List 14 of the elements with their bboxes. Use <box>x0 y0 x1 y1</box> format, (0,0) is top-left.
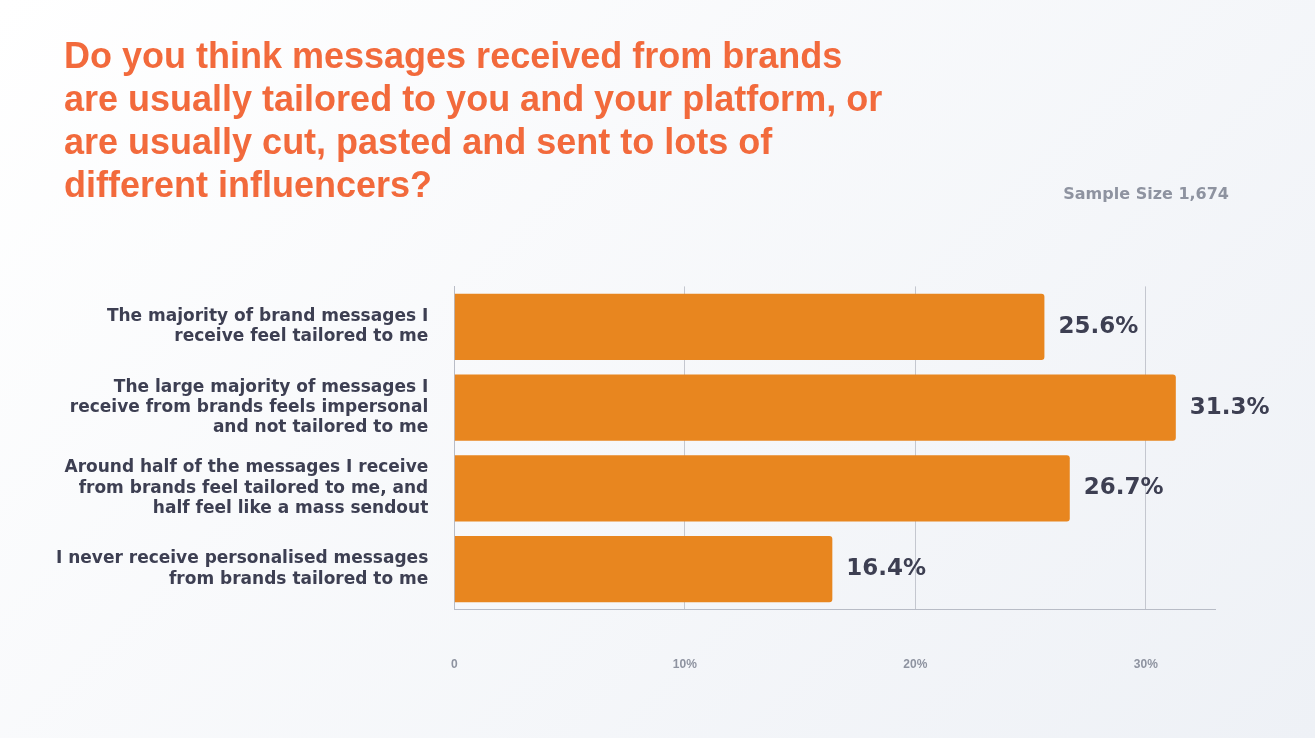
x-tick-label: 10% <box>672 657 698 672</box>
data-label: 25.6% <box>1058 311 1139 338</box>
text: Sample Size 1,674 <box>1063 184 1229 203</box>
y-tick-label: I never receive personalised messages from brands tailored to me <box>55 547 429 588</box>
x-tick-label: 20% <box>903 657 928 672</box>
chart-title: Do you think messages received from brands are usually tailored to you and your platform, or are usually cut, pasted and sent to lots of different influencers? <box>64 34 884 206</box>
y-tick-label: The majority of brand messages I receive feel tailored to me <box>106 305 429 346</box>
x-tick-label: 0 <box>450 657 458 672</box>
data-label: 16.4% <box>846 554 927 581</box>
y-tick-label: The large majority of messages I receive from brands feels impersonal and not tailored to me <box>69 375 429 437</box>
y-tick-label: Around half of the messages I receive from brands feel tailored to me, and half feel like a mass sendout <box>64 456 429 518</box>
x-tick-label: 30% <box>1133 657 1159 672</box>
data-label: 26.7% <box>1083 473 1164 500</box>
data-label: 31.3% <box>1189 392 1270 419</box>
